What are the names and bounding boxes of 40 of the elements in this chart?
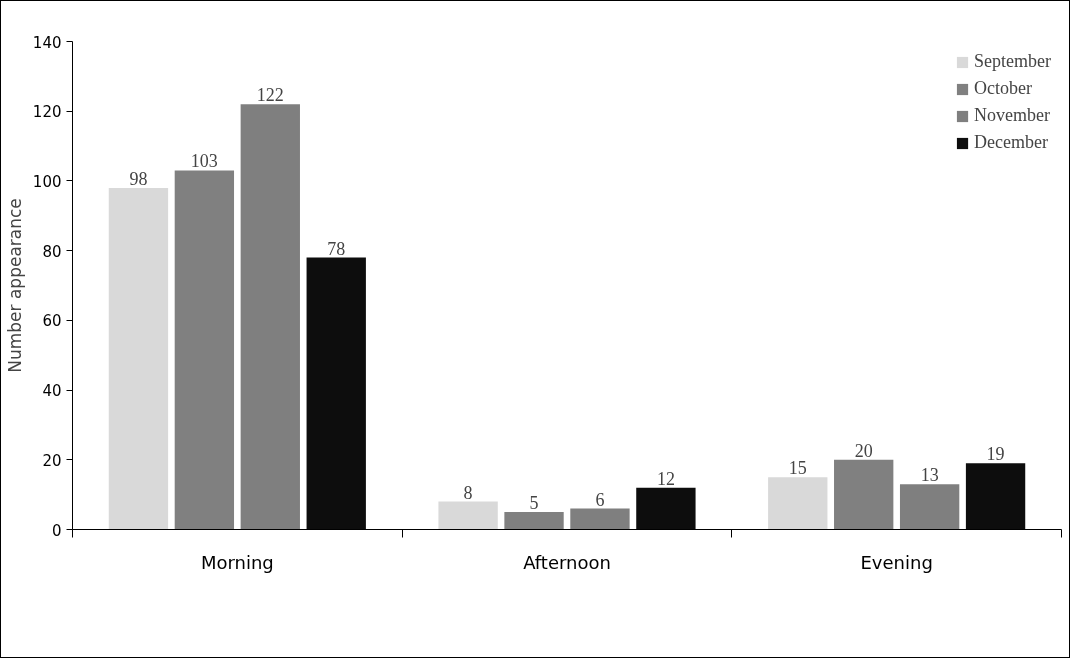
data-label: 6 — [595, 489, 605, 510]
x-tick-label: Afternoon — [523, 551, 611, 573]
data-label: 103 — [190, 151, 218, 172]
bar — [570, 508, 630, 530]
bar — [174, 170, 235, 530]
data-label: 8 — [463, 482, 473, 503]
legend-label: December — [974, 132, 1048, 153]
data-label: 12 — [656, 468, 675, 489]
bar — [504, 512, 564, 530]
bar — [108, 187, 169, 530]
bar — [240, 104, 300, 530]
y-tick-label: 80 — [42, 242, 62, 261]
bar — [834, 459, 894, 530]
data-label: 19 — [986, 444, 1005, 465]
bar — [899, 484, 960, 530]
x-tick-label: Morning — [200, 551, 274, 573]
y-tick-label: 100 — [32, 172, 62, 191]
data-label: 5 — [529, 493, 539, 514]
y-tick-label: 40 — [42, 382, 62, 401]
x-tick-label: Evening — [860, 551, 933, 573]
y-tick-label: 140 — [32, 33, 62, 52]
y-axis-title: Number appearance — [4, 198, 25, 373]
data-label: 98 — [129, 168, 148, 189]
data-label: 78 — [327, 238, 346, 259]
data-label: 15 — [788, 458, 807, 479]
bar — [438, 501, 498, 530]
legend-label: September — [974, 51, 1051, 72]
data-label: 122 — [256, 85, 284, 106]
y-tick-label: 20 — [42, 451, 62, 470]
bar — [768, 477, 828, 530]
y-tick-label: 0 — [51, 521, 62, 540]
legend-label: October — [974, 78, 1032, 99]
bar — [306, 257, 366, 530]
y-tick-label: 120 — [32, 103, 62, 122]
data-label: 13 — [920, 465, 939, 486]
bar — [965, 463, 1026, 530]
legend-label: November — [974, 105, 1050, 126]
data-label: 20 — [854, 440, 873, 461]
y-tick-label: 60 — [42, 312, 62, 331]
bar — [636, 487, 696, 530]
